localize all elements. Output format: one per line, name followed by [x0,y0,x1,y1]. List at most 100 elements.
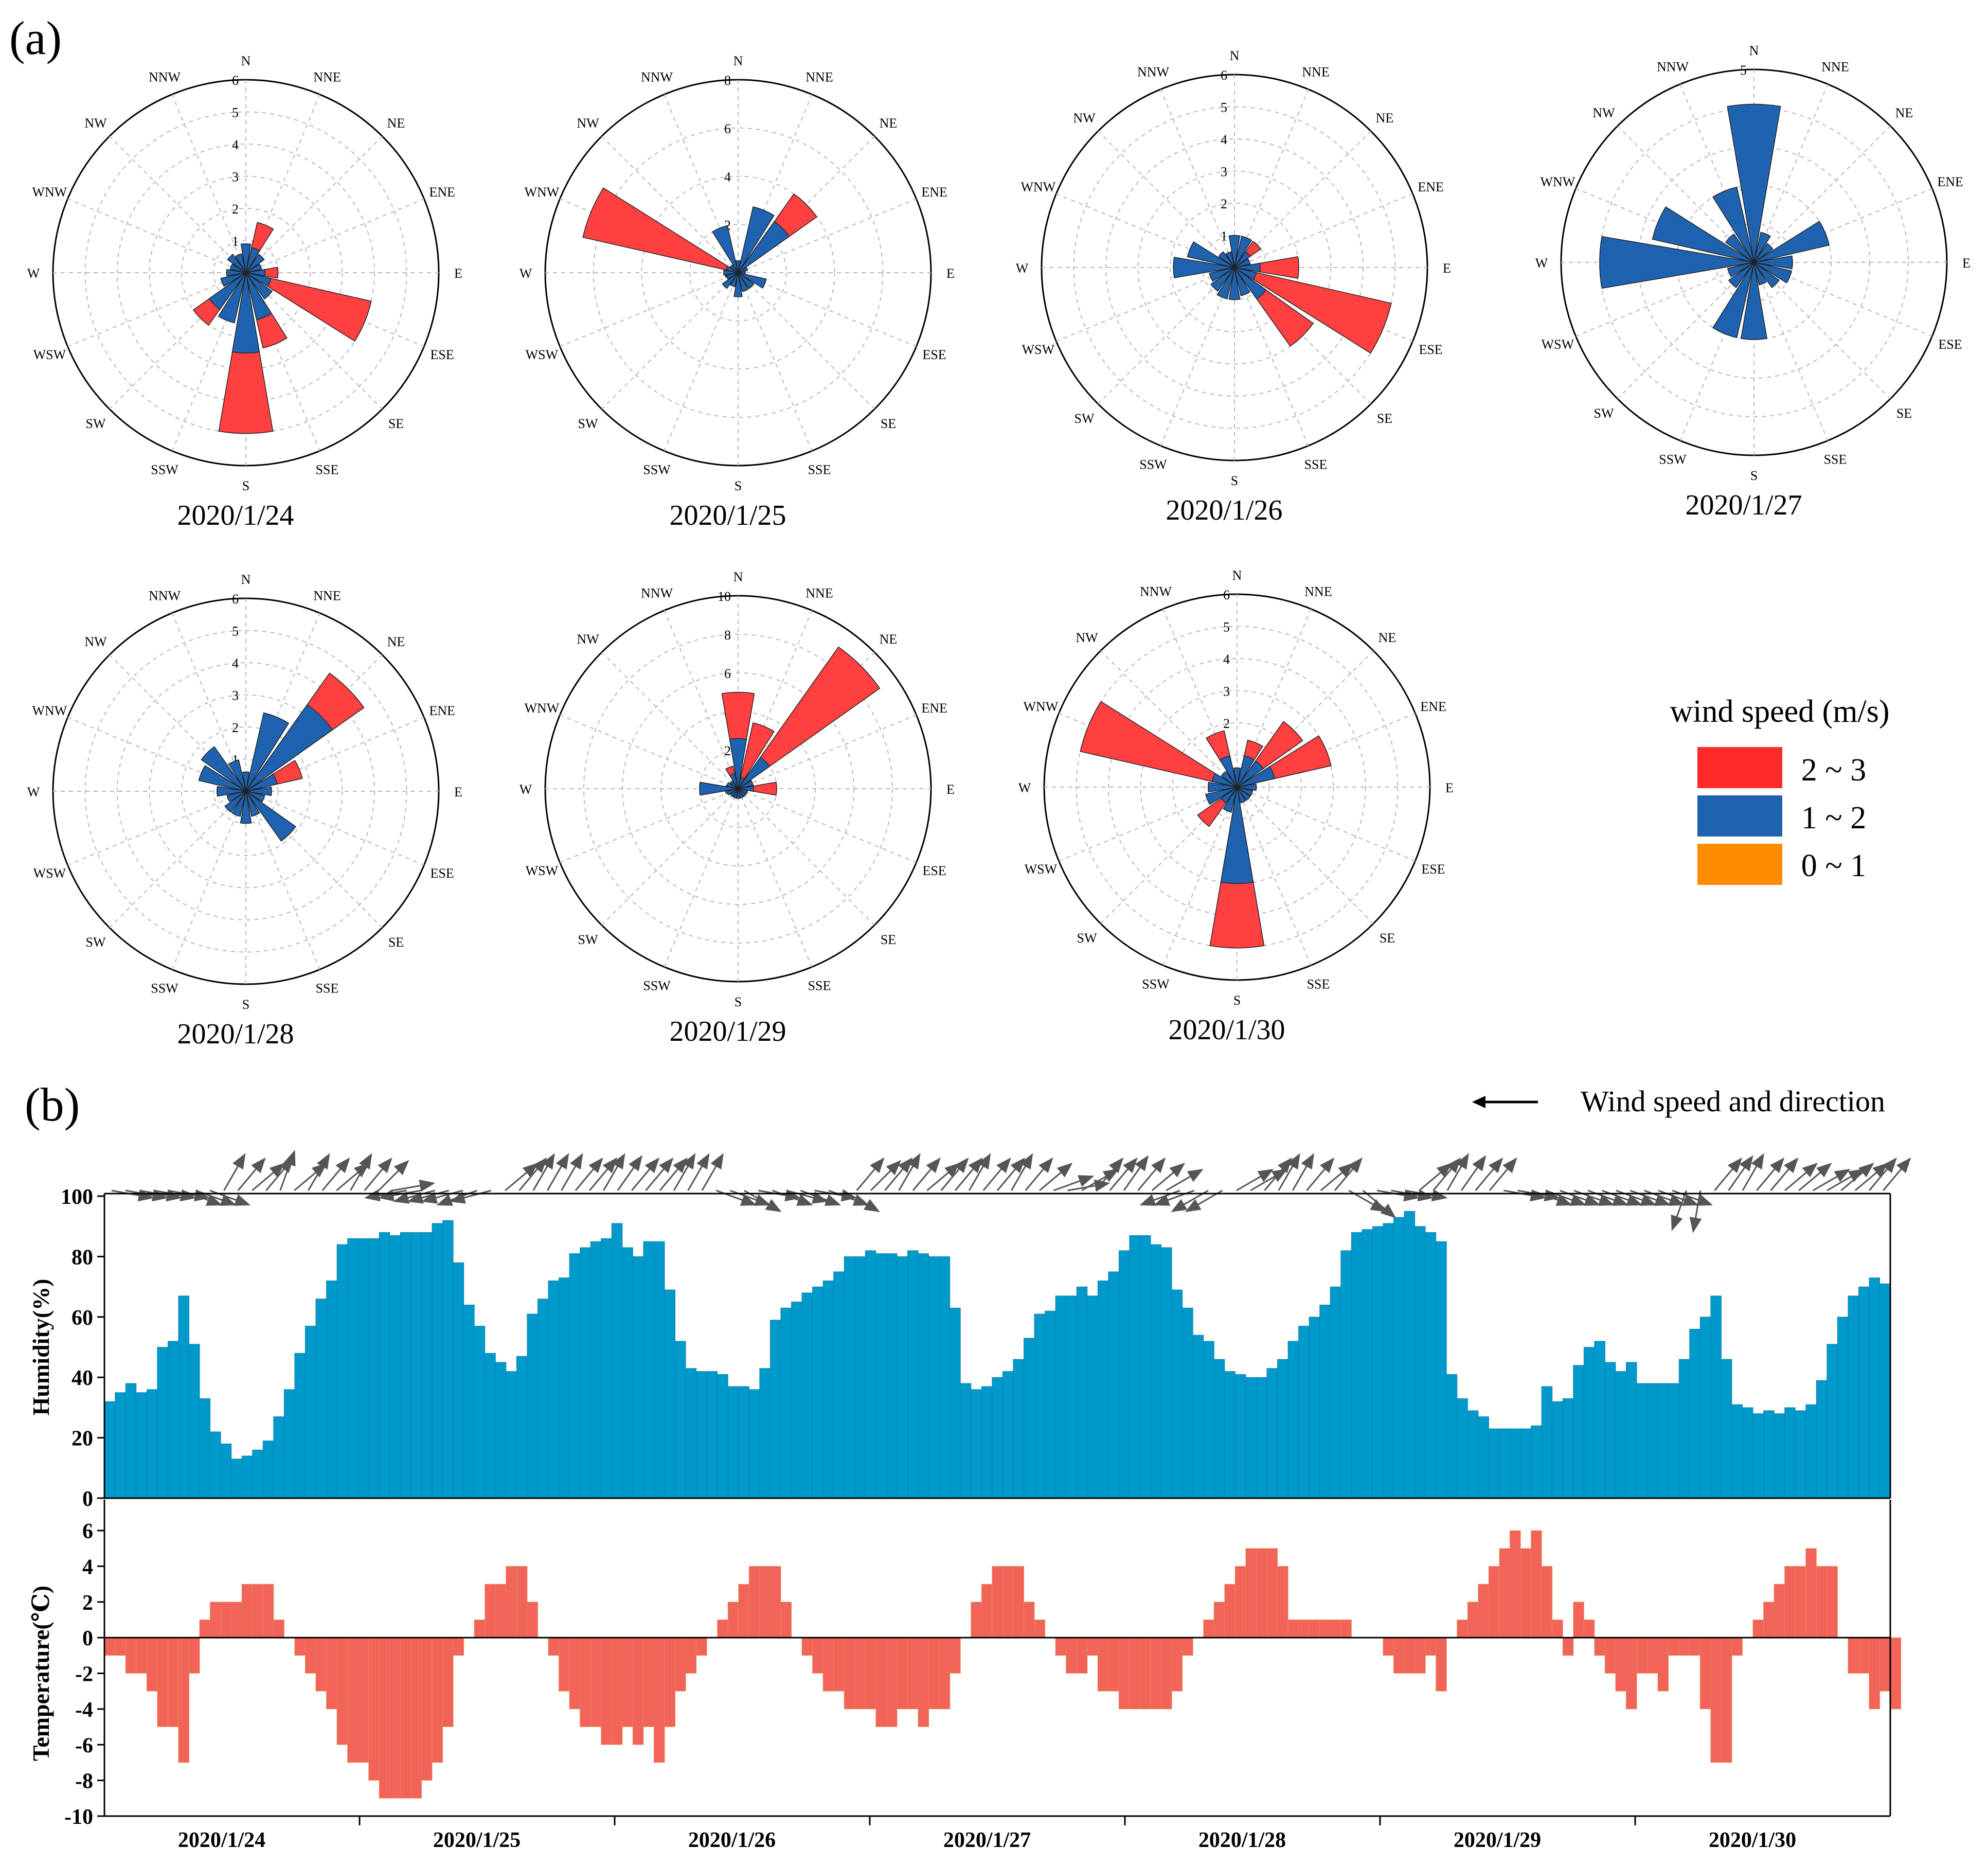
humidity-bar [357,1238,369,1499]
wind-arrow-head [421,1192,438,1204]
wind-arrow-head [359,1153,372,1170]
temperature-y-tick-label: -2 [75,1663,93,1686]
humidity-bar [1161,1247,1172,1499]
rose-grid-spoke [601,788,739,926]
rose-wedge-ssw [231,791,246,817]
humidity-bar [442,1220,454,1499]
humidity-bar [559,1277,570,1499]
temperature-bar [273,1620,284,1638]
humidity-bar [146,1389,158,1499]
rose-grid-spoke [738,788,875,926]
temperature-y-tick-label: -6 [75,1734,93,1757]
temperature-bar [886,1637,898,1727]
rose-wedge-sw [224,791,246,813]
humidity-bar [115,1392,126,1499]
temperature-bar [1393,1637,1405,1674]
humidity-bar [1383,1223,1394,1499]
wind-arrow-head [1187,1169,1204,1182]
temperature-bar [368,1637,380,1781]
humidity-bar [336,1244,348,1499]
rose-date-label: 2020/1/29 [669,1016,786,1047]
wind-arrow-head [1010,1157,1025,1174]
rose-wedge-e [1753,255,1793,270]
temperature-bar [717,1620,728,1638]
panel-b-label: (b) [25,1078,80,1131]
rose-grid-spoke [67,791,246,866]
rose-wedge-e [738,786,754,792]
rose-direction-label: SSE [1307,977,1330,992]
temperature-bar [336,1637,348,1745]
rose-direction-label: E [1445,780,1454,795]
temperature-bar [199,1620,211,1638]
rose-direction-label: WNW [1540,174,1575,189]
rose-wedge-ne [245,254,265,273]
temperature-bar [780,1602,792,1638]
humidity-bar [432,1223,443,1499]
rose-direction-label: WSW [1542,337,1574,352]
x-date-label: 2020/1/25 [433,1828,521,1852]
temperature-bar [844,1637,855,1710]
temperature-bar [664,1637,675,1727]
legend-label-1-2: 1 ~ 2 [1801,801,1867,836]
temperature-bar [1499,1548,1511,1638]
humidity-bar [1013,1359,1024,1499]
temperature-bar [1309,1620,1320,1638]
temperature-bar [1234,1566,1246,1638]
rose-wedge-ese [1234,267,1392,354]
rose-wedge-nnw [235,253,246,273]
humidity-bar [950,1307,961,1499]
humidity-bar [379,1232,390,1499]
rose-wedge-w [217,786,246,797]
temperature-bar [1848,1637,1859,1674]
rose-radial-tick: 8 [724,628,731,643]
rose-wedge-s [240,791,252,824]
rose-grid-spoke [67,198,246,273]
temperature-bar [305,1637,316,1674]
wind-arrow-head [1078,1175,1095,1187]
humidity-bar [886,1253,898,1499]
rose-grid-ring [181,726,311,856]
rose-direction-label: WNW [1020,180,1055,194]
humidity-bar [632,1256,644,1499]
rose-wedge-ese [245,272,272,287]
temperature-y-tick-label: 2 [82,1591,93,1615]
temperature-bar [833,1637,845,1692]
humidity-bar [220,1444,232,1499]
rose-wedge-nnw [1219,755,1238,788]
rose-wedge-n [1727,103,1781,263]
rose-wedge-sse [245,272,272,321]
temperature-bar [696,1637,707,1656]
temperature-y-tick-label: -8 [75,1770,93,1793]
wind-arrow-head [393,1160,409,1176]
legend-title: wind speed (m/s) [1670,694,1889,729]
rose-grid-spoke [560,788,739,863]
humidity-bar [262,1441,274,1499]
rose-wedge-w [723,270,739,276]
wind-arrow-head [1802,1163,1818,1178]
rose-radial-tick: 3 [232,688,239,703]
humidity-bar [685,1368,697,1499]
temperature-bar [1657,1637,1669,1692]
rose-direction-label: WNW [1023,699,1058,714]
rose-grid-spoke [664,788,739,967]
humidity-bar [1404,1211,1416,1499]
humidity-bar [273,1416,284,1499]
rose-direction-label: S [1231,473,1238,488]
temperature-bar [1594,1637,1605,1656]
rose-wedge-sw [722,272,739,289]
rose-wedge-wnw [1187,241,1235,268]
temperature-bar [1087,1637,1098,1656]
rose-direction-label: WNW [32,185,67,200]
rose-direction-label: ESE [1421,862,1445,877]
wind-arrow-head [137,1189,154,1202]
rose-wedge-ne [738,221,790,273]
temperature-bar [1583,1620,1595,1638]
rose-wedge-se [1753,262,1780,289]
temperature-bar [1478,1584,1489,1638]
rose-wedge-se [738,788,747,797]
humidity-bar [759,1368,771,1499]
temperature-bar [738,1584,749,1638]
rose-wedge-wnw [582,187,739,273]
temperature-bar [1752,1620,1764,1638]
rose-radial-tick: 6 [1223,588,1230,602]
